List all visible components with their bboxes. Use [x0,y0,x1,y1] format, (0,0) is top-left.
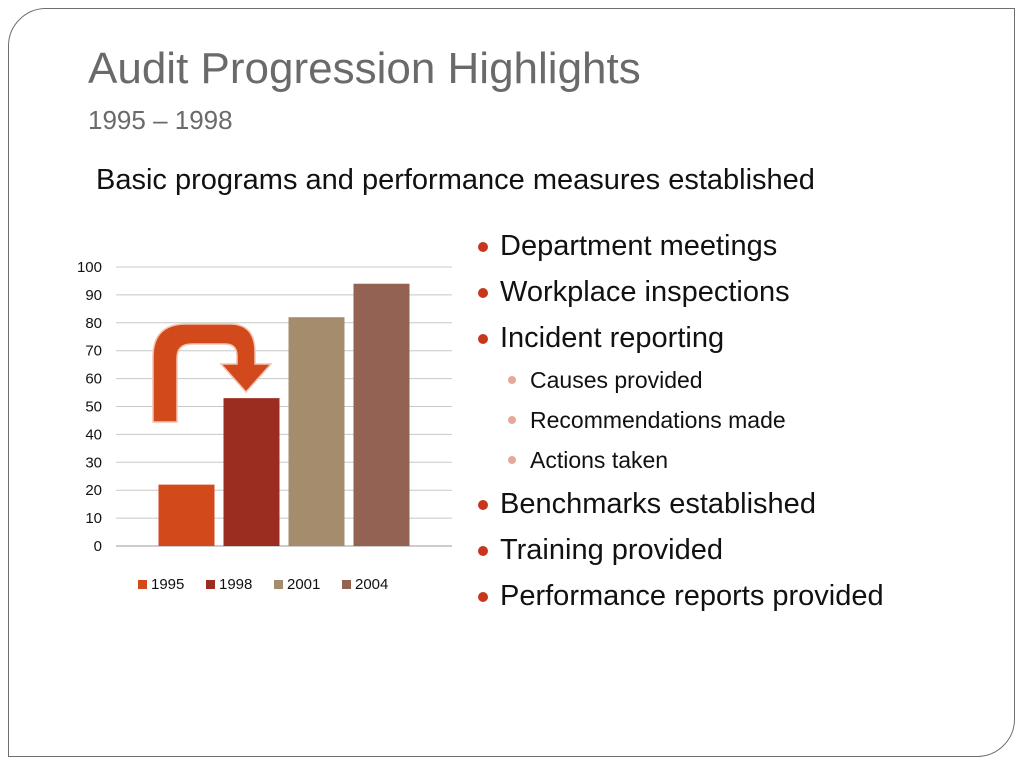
chart-y-tick-label: 60 [85,371,102,388]
legend-swatch [274,580,283,589]
bullet-dot-icon [478,242,488,252]
chart-bars [158,283,410,546]
bullet-text: Incident reporting [500,322,725,354]
bullet-dot-icon [508,376,516,384]
legend-label: 1998 [219,576,252,593]
legend-label: 2001 [287,576,320,593]
bullet-text: Workplace inspections [500,276,790,308]
bullet-text: Performance reports provided [500,580,884,612]
bullet-text: Department meetings [500,230,778,262]
slide-years: 1995 – 1998 [88,105,233,135]
chart-y-tick-label: 70 [85,343,102,360]
legend-swatch [342,580,351,589]
bullet-dot-icon [478,546,488,556]
bullet-text: Actions taken [530,447,669,473]
bullet-text: Training provided [500,534,723,566]
chart-y-tick-label: 80 [85,315,102,332]
bullet-item: Training provided [476,532,1016,568]
legend-label: 1995 [151,576,184,593]
chart-y-tick-label: 100 [77,259,102,276]
legend-label: 2004 [355,576,388,593]
bullet-dot-icon [478,288,488,298]
bullet-text: Benchmarks established [500,488,816,520]
bullet-text: Recommendations made [530,407,786,433]
bullet-item: Workplace inspections [476,274,1016,310]
chart-y-ticks: 0 10 20 30 40 50 60 70 80 90 100 [77,259,102,555]
slide-headline: Basic programs and performance measures … [96,164,815,196]
sub-bullet-item: Causes provided [476,366,1016,394]
bullet-dot-icon [508,456,516,464]
bullet-dot-icon [478,500,488,510]
chart-y-tick-label: 90 [85,287,102,304]
sub-bullet-item: Recommendations made [476,406,1016,434]
chart-y-tick-label: 10 [85,510,102,527]
bullet-dot-icon [508,416,516,424]
bullet-dot-icon [478,334,488,344]
bullet-dot-icon [478,592,488,602]
chart-y-tick-label: 40 [85,426,102,443]
chart-bar-1998 [223,398,280,546]
sub-bullet-item: Actions taken [476,446,1016,474]
bar-chart: 0 10 20 30 40 50 60 70 80 90 100 1995 1998 2001 2004 [77,259,452,593]
chart-y-tick-label: 50 [85,399,102,416]
bullet-item: Performance reports provided [476,578,1016,614]
bullet-item: Benchmarks established [476,486,1016,522]
chart-legend: 1995 1998 2001 2004 [138,576,388,593]
bullet-item: Incident reporting [476,320,1016,356]
chart-y-tick-label: 30 [85,454,102,471]
curved-arrow-icon [152,323,273,423]
chart-bar-2004 [353,283,410,546]
bullet-list: Department meetings Workplace inspections… [476,228,1016,624]
chart-bar-1995 [158,484,215,546]
bullet-item: Department meetings [476,228,1016,264]
legend-swatch [138,580,147,589]
legend-swatch [206,580,215,589]
chart-bar-2001 [288,317,345,546]
slide-title: Audit Progression Highlights [88,44,641,93]
chart-y-tick-label: 20 [85,482,102,499]
bullet-text: Causes provided [530,367,703,393]
chart-y-tick-label: 0 [94,538,102,555]
